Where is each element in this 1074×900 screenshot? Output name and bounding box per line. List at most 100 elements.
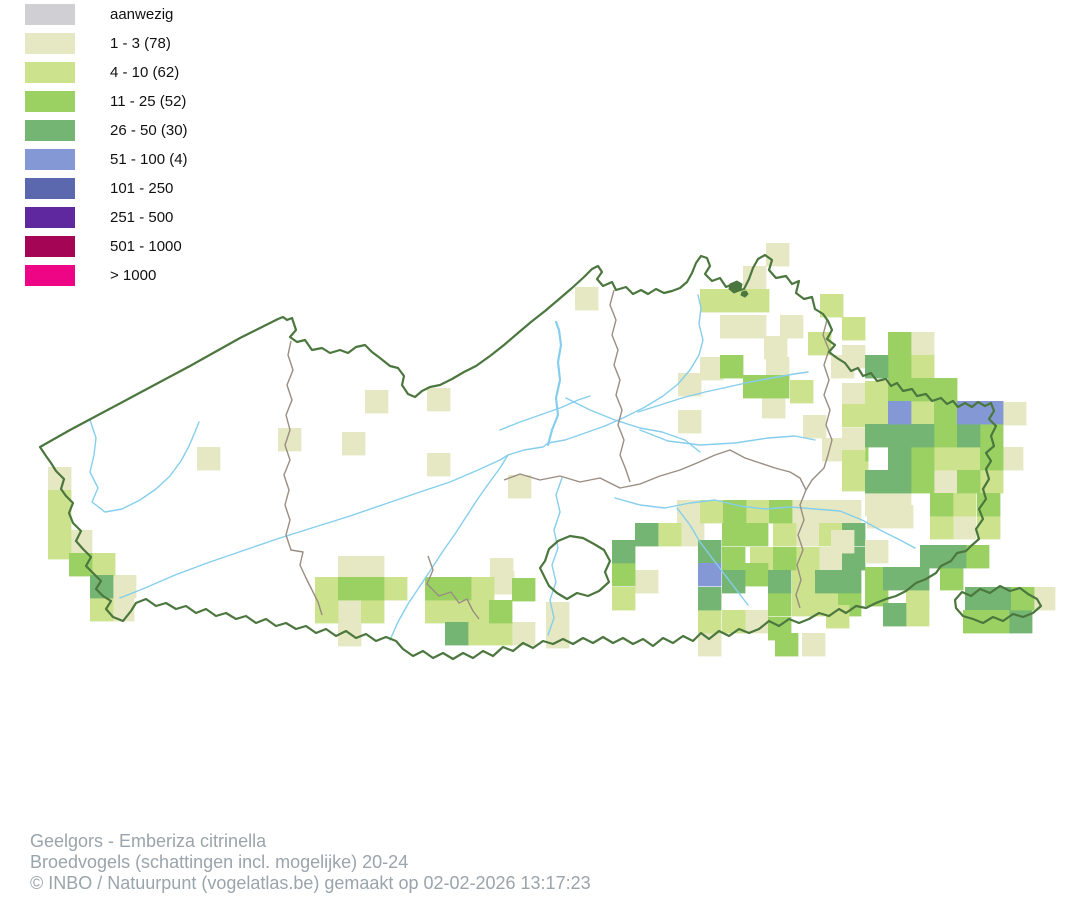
atlas-cell [865, 470, 889, 494]
atlas-cell [113, 575, 137, 599]
atlas-cell [48, 490, 72, 514]
atlas-cell [720, 315, 744, 339]
atlas-cell [842, 404, 866, 428]
atlas-cell [743, 315, 767, 339]
atlas-cell [448, 600, 472, 624]
atlas-cell [448, 577, 472, 601]
legend-item: 251 - 500 [25, 207, 188, 228]
atlas-cell [612, 540, 636, 564]
atlas-cell [883, 603, 907, 627]
atlas-cell [911, 378, 935, 402]
atlas-cell [746, 289, 770, 313]
atlas-cell [865, 424, 889, 448]
atlas-cell [808, 332, 832, 356]
atlas-cell [911, 401, 935, 425]
atlas-cell [934, 470, 958, 494]
legend-item: > 1000 [25, 265, 188, 286]
atlas-cell [953, 516, 977, 540]
atlas-cell [773, 547, 797, 571]
atlas-cell [766, 375, 790, 399]
atlas-cell [90, 598, 114, 622]
atlas-cell [1011, 587, 1035, 611]
atlas-cell [963, 610, 987, 634]
atlas-cell [427, 453, 451, 477]
atlas-cell [911, 332, 935, 356]
atlas-cell [278, 428, 302, 452]
atlas-cell [934, 401, 958, 425]
legend-item-label: 26 - 50 (30) [110, 122, 188, 139]
legend-swatch [25, 62, 75, 83]
legend-swatch [25, 120, 75, 141]
atlas-cell [988, 587, 1012, 611]
atlas-cell [69, 530, 93, 554]
legend-item-label: 101 - 250 [110, 180, 174, 197]
atlas-cell [1003, 402, 1027, 426]
atlas-cell [612, 563, 636, 587]
atlas-cell [822, 438, 846, 462]
atlas-cell [865, 381, 889, 405]
atlas-cell [361, 577, 385, 601]
legend-item-label: aanwezig [110, 6, 174, 23]
atlas-cell [700, 289, 724, 313]
atlas-cell [722, 610, 746, 634]
legend-item: 1 - 3 (78) [25, 33, 188, 54]
atlas-cell [920, 545, 944, 569]
brussels-enclave-outline [538, 534, 612, 601]
atlas-cell [842, 468, 866, 492]
atlas-cell [842, 450, 866, 474]
atlas-cell [384, 577, 408, 601]
atlas-cell [315, 577, 339, 601]
atlas-cell [796, 523, 820, 547]
atlas-cell [471, 577, 495, 601]
legend-swatch [25, 91, 75, 112]
legend-swatch [25, 178, 75, 199]
atlas-cell [466, 622, 490, 646]
legend-swatch [25, 207, 75, 228]
legend-item-label: 1 - 3 (78) [110, 35, 171, 52]
atlas-cell [865, 404, 889, 428]
atlas-cell [546, 602, 570, 626]
atlas-cell [930, 516, 954, 540]
atlas-cell [815, 500, 839, 524]
atlas-cell [69, 553, 93, 577]
atlas-cell [512, 578, 536, 602]
atlas-cell [820, 294, 844, 318]
legend-item-label: 4 - 10 (62) [110, 64, 180, 81]
atlas-cell [766, 357, 790, 381]
atlas-cell [90, 575, 114, 599]
atlas-cell [803, 415, 827, 439]
atlas-cell [1000, 447, 1024, 471]
atlas-cell [838, 570, 862, 594]
atlas-cell [745, 563, 769, 587]
atlas-cell [512, 622, 536, 646]
atlas-cell [802, 633, 826, 657]
atlas-cell [678, 373, 702, 397]
atlas-cell [980, 470, 1004, 494]
atlas-cell [888, 424, 912, 448]
map-caption: Geelgors - Emberiza citrinella Broedvoge… [30, 831, 591, 894]
atlas-cell [197, 447, 221, 471]
atlas-cell [427, 388, 451, 412]
atlas-cell [635, 523, 659, 547]
atlas-cell [773, 523, 797, 547]
atlas-cell [888, 355, 912, 379]
atlas-cell [957, 470, 981, 494]
atlas-cell [986, 610, 1010, 634]
legend-item: 11 - 25 (52) [25, 91, 188, 112]
atlas-cell [723, 500, 747, 524]
atlas-cell [575, 287, 599, 311]
atlas-cell [792, 593, 816, 617]
atlas-cell [722, 523, 746, 547]
atlas-cell [867, 505, 891, 529]
atlas-cell [361, 600, 385, 624]
legend-item-label: 251 - 500 [110, 209, 174, 226]
atlas-cell [977, 516, 1001, 540]
atlas-cell [508, 475, 532, 499]
atlas-cell [743, 266, 767, 290]
atlas-cell [546, 625, 570, 649]
atlas-cell [315, 600, 339, 624]
atlas-cell [720, 355, 744, 379]
atlas-cell [957, 401, 981, 425]
atlas-cell [934, 447, 958, 471]
